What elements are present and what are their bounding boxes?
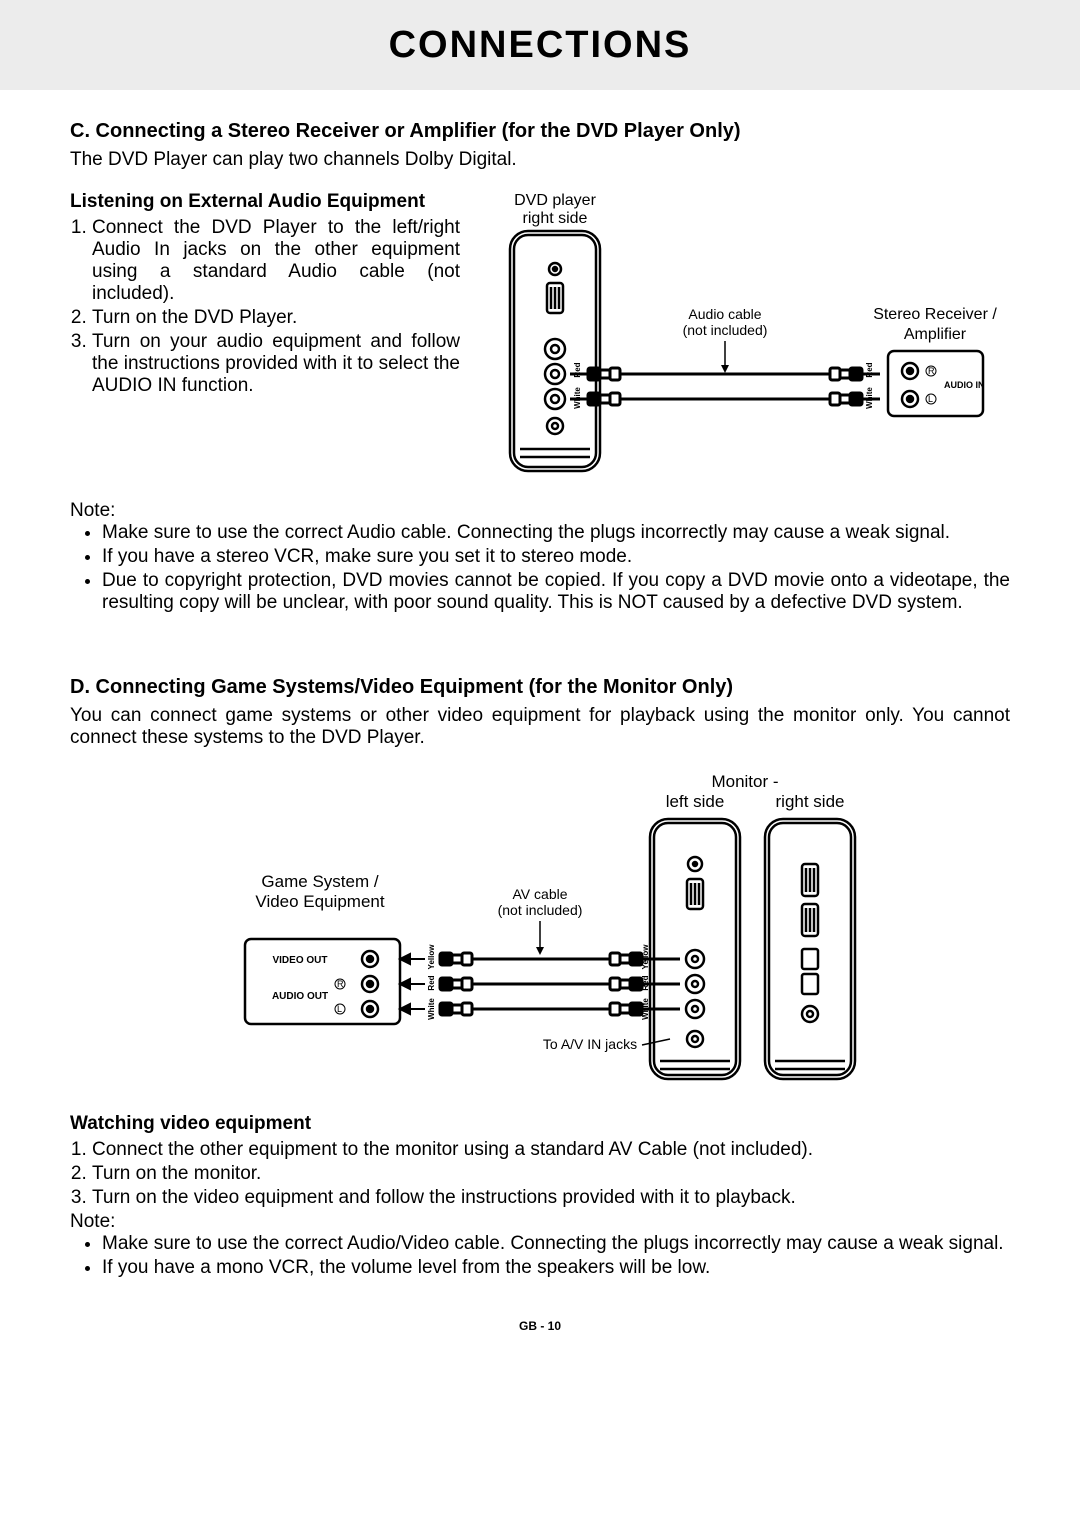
section-d-diagram: Monitor - left side right side <box>70 769 1010 1099</box>
dvd-player-icon <box>510 231 600 471</box>
page-footer: GB - 10 <box>70 1319 1010 1333</box>
section-c-heading: C. Connecting a Stereo Receiver or Ampli… <box>70 120 1010 143</box>
page-body: C. Connecting a Stereo Receiver or Ampli… <box>0 90 1080 1333</box>
list-item: Turn on the DVD Player. <box>92 307 460 329</box>
list-item: If you have a stereo VCR, make sure you … <box>102 546 1010 568</box>
section-d-subheading: Watching video equipment <box>70 1113 1010 1135</box>
section-c-left: Listening on External Audio Equipment Co… <box>70 191 460 399</box>
red-label-left: Red <box>573 362 582 377</box>
white-label-l: White <box>427 998 436 1020</box>
section-d-note-label: Note: <box>70 1211 1010 1233</box>
dvd-label-2: right side <box>523 210 588 227</box>
cable-white <box>570 393 880 405</box>
to-av-in-label: To A/V IN jacks <box>543 1036 637 1052</box>
list-item: Connect the DVD Player to the left/right… <box>92 217 460 305</box>
list-item: Make sure to use the correct Audio/Video… <box>102 1233 1010 1255</box>
section-d-steps: Connect the other equipment to the monit… <box>70 1139 1010 1209</box>
audio-cable-label-1: Audio cable <box>688 306 761 322</box>
monitor-label: Monitor - <box>711 772 778 791</box>
av-cable-1: AV cable <box>513 886 568 902</box>
red-label-r: Red <box>641 975 650 990</box>
list-item: Connect the other equipment to the monit… <box>92 1139 1010 1161</box>
list-item: Turn on the monitor. <box>92 1163 1010 1185</box>
monitor-left-side: left side <box>666 792 725 811</box>
section-c-steps: Connect the DVD Player to the left/right… <box>70 217 460 397</box>
section-d-intro: You can connect game systems or other vi… <box>70 705 1010 749</box>
monitor-right-icon <box>765 819 855 1079</box>
section-c-two-col: Listening on External Audio Equipment Co… <box>70 191 1010 486</box>
section-c-diagram: DVD player right side <box>480 191 1010 486</box>
arrow-icons <box>400 954 425 1014</box>
section-c-notes: Make sure to use the correct Audio cable… <box>70 522 1010 614</box>
audio-cable-label-2: (not included) <box>683 322 768 338</box>
game-label-2: Video Equipment <box>255 892 384 911</box>
diagram-d-svg: Monitor - left side right side <box>150 769 930 1099</box>
list-item: Turn on the video equipment and follow t… <box>92 1187 1010 1209</box>
section-c-note-label: Note: <box>70 500 1010 522</box>
l-label: L <box>928 394 933 404</box>
video-out-label: VIDEO OUT <box>272 955 327 966</box>
l-label-d: L <box>337 1004 342 1014</box>
white-label-right: White <box>865 387 874 409</box>
audio-out-label: AUDIO OUT <box>272 991 328 1002</box>
receiver-label-2: Amplifier <box>904 326 967 343</box>
list-item: Turn on your audio equipment and follow … <box>92 331 460 397</box>
white-label-left: White <box>573 387 582 409</box>
dvd-label-1: DVD player <box>514 192 596 209</box>
r-label-d: R <box>337 979 344 989</box>
av-cable-2: (not included) <box>498 902 583 918</box>
receiver-label-1: Stereo Receiver / <box>873 306 997 323</box>
diagram-c-svg: DVD player right side <box>480 191 1010 481</box>
monitor-right-side: right side <box>776 792 845 811</box>
list-item: Make sure to use the correct Audio cable… <box>102 522 1010 544</box>
page-title: CONNECTIONS <box>389 24 692 67</box>
yellow-label-l: Yellow <box>427 944 436 970</box>
section-d-heading: D. Connecting Game Systems/Video Equipme… <box>70 676 1010 699</box>
section-d-notes: Make sure to use the correct Audio/Video… <box>70 1233 1010 1279</box>
red-label-right: Red <box>865 362 874 377</box>
game-label-1: Game System / <box>261 872 378 891</box>
list-item: Due to copyright protection, DVD movies … <box>102 570 1010 614</box>
red-label-l: Red <box>427 975 436 990</box>
white-label-r: White <box>641 998 650 1020</box>
game-system-icon <box>245 939 400 1024</box>
list-item: If you have a mono VCR, the volume level… <box>102 1257 1010 1279</box>
yellow-label-r: Yellow <box>641 944 650 970</box>
page-header: CONNECTIONS <box>0 0 1080 90</box>
section-c-subheading: Listening on External Audio Equipment <box>70 191 460 213</box>
audio-in-label: AUDIO IN <box>944 380 985 390</box>
section-c-intro: The DVD Player can play two channels Dol… <box>70 149 1010 171</box>
